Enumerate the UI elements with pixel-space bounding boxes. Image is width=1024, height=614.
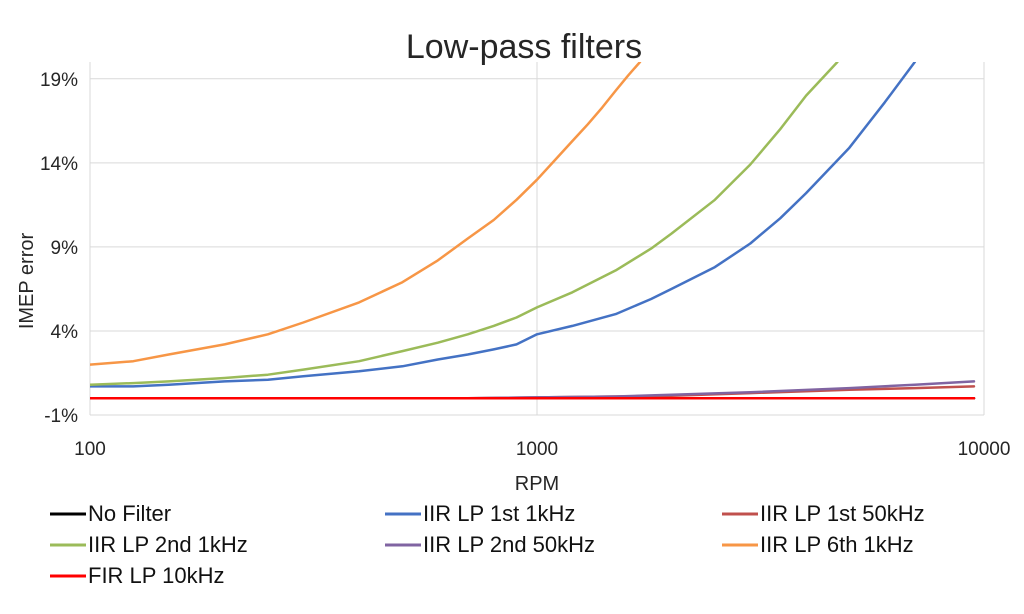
legend-label: IIR LP 1st 50kHz — [760, 501, 925, 526]
legend-label: FIR LP 10kHz — [88, 563, 225, 588]
legend-item-iir-lp-2nd-50khz: IIR LP 2nd 50kHz — [385, 532, 595, 557]
chart-title: Low-pass filters — [406, 28, 642, 66]
y-tick-label: 4% — [51, 322, 79, 343]
legend: No Filter IIR LP 1st 1kHz IIR LP 1st 50kHz… — [50, 501, 925, 588]
series-layer — [90, 62, 976, 400]
grid-layer — [89, 62, 985, 416]
legend-label: IIR LP 6th 1kHz — [760, 532, 914, 557]
legend-item-iir-lp-6th-1khz: IIR LP 6th 1kHz — [722, 532, 914, 557]
legend-item-fir-lp-10khz: FIR LP 10kHz — [50, 563, 225, 588]
x-tick-label: 1000 — [516, 439, 558, 460]
y-tick-label: 9% — [51, 238, 79, 259]
legend-label: IIR LP 2nd 1kHz — [88, 532, 248, 557]
legend-label: IIR LP 2nd 50kHz — [423, 532, 595, 557]
series-line-iir-lp-2nd-1khz — [90, 62, 839, 386]
series-line-iir-lp-1st-1khz — [90, 62, 917, 388]
y-axis-title: IMEP error — [16, 233, 38, 330]
y-tick-label: 14% — [40, 154, 78, 175]
legend-item-no-filter: No Filter — [50, 501, 171, 526]
y-tick-label: 19% — [40, 70, 78, 91]
legend-label: IIR LP 1st 1kHz — [423, 501, 575, 526]
legend-item-iir-lp-1st-1khz: IIR LP 1st 1kHz — [385, 501, 575, 526]
x-tick-label: 10000 — [958, 439, 1011, 460]
legend-item-iir-lp-2nd-1khz: IIR LP 2nd 1kHz — [50, 532, 248, 557]
y-tick-label: -1% — [44, 406, 78, 427]
x-tick-label: 100 — [74, 439, 106, 460]
legend-item-iir-lp-1st-50khz: IIR LP 1st 50kHz — [722, 501, 925, 526]
tick-layer: -1% 4% 9% 14% 19% 100 1000 10000 — [40, 70, 1010, 460]
legend-label: No Filter — [88, 501, 171, 526]
x-axis-title: RPM — [515, 473, 559, 495]
series-line-iir-lp-6th-1khz — [90, 62, 642, 366]
